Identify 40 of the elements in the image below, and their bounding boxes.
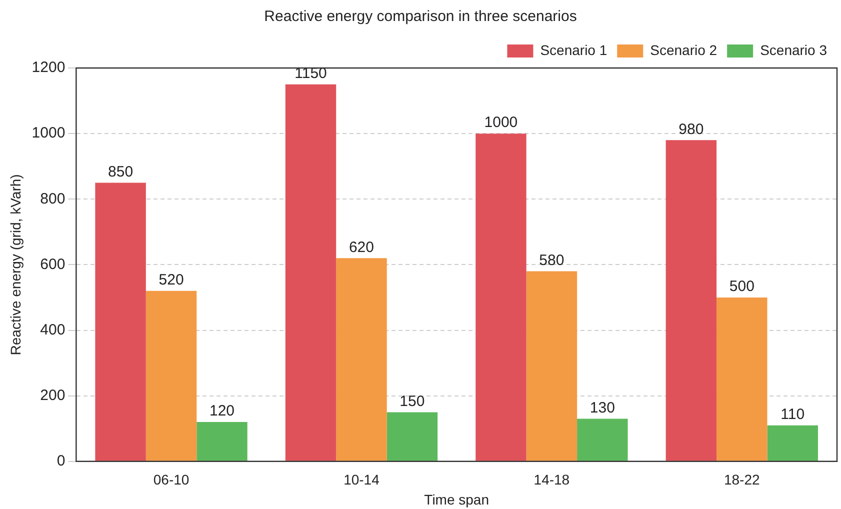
legend-label: Scenario 2 <box>650 42 718 58</box>
data-label: 500 <box>729 278 754 296</box>
bar <box>196 422 248 461</box>
bar <box>336 258 387 461</box>
legend-label: Scenario 3 <box>760 42 828 58</box>
y-tick-label: 1000 <box>32 124 66 142</box>
y-tick-label: 0 <box>56 452 66 470</box>
data-label: 520 <box>158 272 184 289</box>
bar <box>526 271 578 461</box>
bar <box>285 84 336 461</box>
bar <box>666 140 717 461</box>
y-tick-label: 400 <box>40 321 66 338</box>
data-label: 130 <box>590 399 615 416</box>
x-tick-label: 14-18 <box>534 472 570 488</box>
x-axis-title: Time span <box>424 491 490 508</box>
y-tick-label: 600 <box>40 256 66 273</box>
bar <box>716 297 768 461</box>
x-tick-label: 18-22 <box>724 472 760 488</box>
data-label: 580 <box>539 252 564 269</box>
y-tick-label: 1200 <box>32 59 66 76</box>
data-label: 620 <box>348 238 374 256</box>
bar <box>386 412 438 461</box>
bar <box>577 418 628 461</box>
data-label: 120 <box>209 402 235 420</box>
x-tick-label: 10-14 <box>344 472 380 488</box>
bar <box>95 182 146 461</box>
data-label: 980 <box>678 120 704 138</box>
y-tick-label: 200 <box>40 386 66 404</box>
bar <box>767 425 818 461</box>
bar <box>146 290 197 461</box>
y-tick-label: 800 <box>40 190 66 208</box>
legend-label: Scenario 1 <box>540 42 608 58</box>
bar <box>476 134 526 461</box>
data-label: 850 <box>108 163 134 180</box>
x-tick-label: 06-10 <box>153 472 190 488</box>
chart-title: Reactive energy comparison in three scenarios <box>264 8 577 26</box>
data-label: 110 <box>780 406 805 423</box>
y-axis-title: Reactive energy (grid, kVarh) <box>7 174 24 356</box>
data-label: 1000 <box>484 114 518 132</box>
data-label: 150 <box>400 392 425 410</box>
